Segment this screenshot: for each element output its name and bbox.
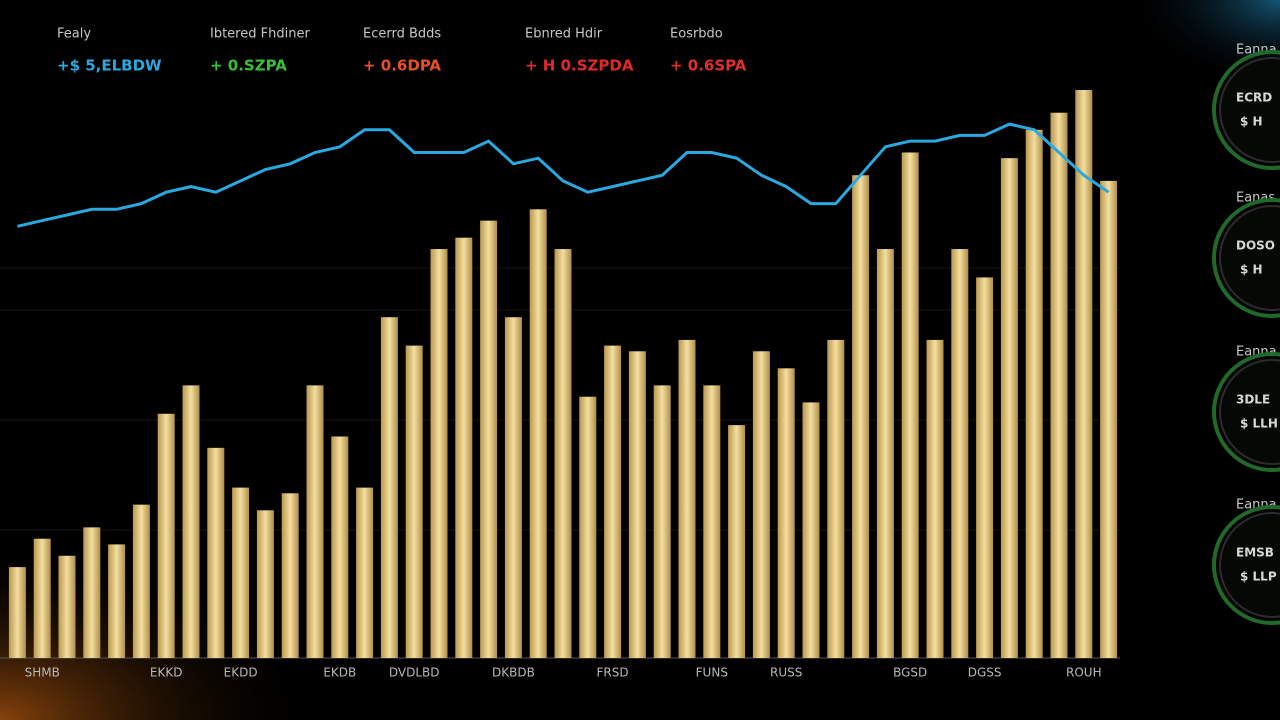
- gauge-ring: [1219, 359, 1280, 465]
- stat-label: Eosrbdo: [670, 27, 723, 42]
- gauge-line: $ H: [1240, 115, 1263, 129]
- bar: [157, 413, 175, 658]
- bar: [83, 527, 101, 658]
- bar: [33, 538, 51, 658]
- stat-label: Fealy: [57, 27, 91, 42]
- bar: [380, 317, 398, 658]
- gauge-ring: [1219, 57, 1280, 163]
- stat-value: + 0.SZPA: [210, 57, 287, 75]
- bar: [306, 385, 324, 658]
- bar: [653, 385, 671, 658]
- stat-value: + H 0.SZPDA: [525, 57, 634, 75]
- bar: [504, 317, 522, 658]
- bar: [455, 237, 473, 658]
- bar: [356, 487, 374, 658]
- bar: [628, 351, 646, 658]
- bar: [777, 368, 795, 658]
- bar: [182, 385, 200, 658]
- bar: [951, 249, 969, 659]
- bar: [802, 402, 820, 658]
- plot: SHMB EKKD EKDD EKDB DVDLBD DKBDB FRSD FUNS RUSS B…: [8, 90, 1118, 680]
- gauge-line: 3DLE: [1236, 393, 1270, 407]
- trend-line: [17, 122, 1110, 228]
- bar: [678, 339, 696, 658]
- gauge-ring: [1212, 50, 1280, 170]
- bar: [703, 385, 721, 658]
- bar: [207, 447, 225, 658]
- bar: [8, 567, 26, 658]
- bar: [1050, 112, 1068, 659]
- bar: [430, 249, 448, 659]
- bar: [1025, 129, 1043, 658]
- stat-value: +$ 5,ELBDW: [57, 57, 162, 75]
- bar: [901, 152, 919, 659]
- x-tick-label: EKDD: [224, 666, 258, 680]
- x-tick-label: DGSS: [968, 666, 1002, 680]
- bar: [405, 345, 423, 658]
- bar: [58, 555, 76, 658]
- x-tick-label: ROUH: [1066, 666, 1102, 680]
- header: Fealy +$ 5,ELBDW Ibtered Fhdiner + 0.SZPA Ec…: [57, 27, 747, 75]
- gauge-ring: [1219, 205, 1280, 311]
- stat-value: + 0.6SPA: [670, 57, 747, 75]
- bar: [480, 220, 498, 658]
- bar: [256, 510, 274, 658]
- x-tick-label: SHMB: [25, 666, 60, 680]
- bar: [926, 339, 944, 658]
- gauge-line: $ LLP: [1240, 570, 1277, 584]
- bar: [604, 345, 622, 658]
- stat-label: Ecerrd Bdds: [363, 27, 441, 42]
- bar: [529, 209, 547, 658]
- gauge-ring: [1212, 352, 1280, 472]
- gauge-line: $ LLH: [1240, 417, 1278, 431]
- bar: [554, 249, 572, 659]
- gauge-ring: [1212, 505, 1280, 625]
- bar: [331, 436, 349, 658]
- gauge-line: EMSB: [1236, 546, 1274, 560]
- gauge-line: ECRD: [1236, 91, 1272, 105]
- stat-label: Ibtered Fhdiner: [210, 27, 310, 42]
- gauge-ring: [1219, 512, 1280, 618]
- x-tick-label: EKDB: [323, 666, 356, 680]
- stat-value: + 0.6DPA: [363, 57, 441, 75]
- bar: [1075, 90, 1093, 658]
- bar: [579, 396, 597, 658]
- bar: [728, 425, 746, 658]
- stat-label: Ebnred Hdir: [525, 27, 603, 42]
- x-tick-label: DKBDB: [492, 666, 535, 680]
- gauge-ring: [1212, 198, 1280, 318]
- bar: [976, 277, 994, 658]
- x-tick-label: EKKD: [150, 666, 183, 680]
- x-tick-label: DVDLBD: [389, 666, 440, 680]
- bar: [1100, 180, 1118, 658]
- x-tick-label: FRSD: [597, 666, 629, 680]
- bar: [108, 544, 126, 658]
- x-tick-label: BGSD: [893, 666, 927, 680]
- bar: [827, 339, 845, 658]
- gauge-line: DOSO: [1236, 239, 1275, 253]
- bar: [1000, 158, 1018, 658]
- bar: [876, 249, 894, 659]
- gauge-line: $ H: [1240, 263, 1263, 277]
- bar: [752, 351, 770, 658]
- bar: [852, 175, 870, 658]
- bar: [232, 487, 250, 658]
- x-tick-label: FUNS: [696, 666, 728, 680]
- x-tick-label: RUSS: [770, 666, 802, 680]
- bar: [132, 504, 150, 658]
- bar: [281, 493, 299, 658]
